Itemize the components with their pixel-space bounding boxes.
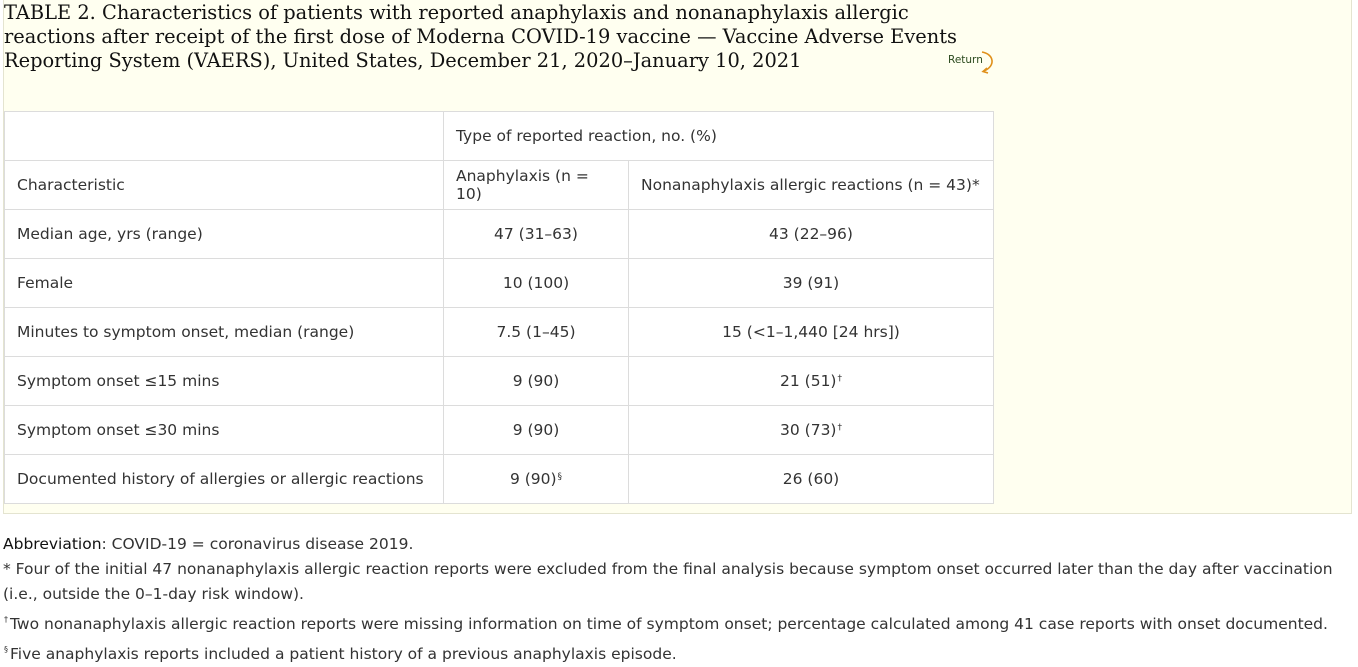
cell-value: 21 (51): [780, 372, 837, 390]
data-table: Type of reported reaction, no. (%) Chara…: [4, 111, 994, 504]
return-link[interactable]: Return: [948, 54, 983, 66]
abbreviation-note: Abbreviation: COVID-19 = coronavirus dis…: [3, 532, 1355, 557]
anaphylaxis-cell: 47 (31–63): [443, 209, 629, 259]
col-nonanaphylaxis: Nonanaphylaxis allergic reactions (n = 4…: [628, 160, 994, 210]
cell-value: 9 (90): [512, 372, 560, 390]
nonanaphylaxis-cell: 21 (51)†: [628, 356, 994, 406]
star-footnote: * Four of the initial 47 nonanaphylaxis …: [3, 560, 1333, 603]
dagger-footnote-mark[interactable]: †: [837, 374, 842, 384]
section-mark: §: [4, 645, 8, 654]
dagger-footnote: † Two nonanaphylaxis allergic reaction re…: [3, 607, 1355, 637]
section-footnote-text: Five anaphylaxis reports included a pati…: [10, 645, 677, 663]
row-label: Female: [4, 258, 444, 308]
nonanaphylaxis-cell: 15 (<1–1,440 [24 hrs]): [628, 307, 994, 357]
cell-value: 30 (73): [780, 421, 837, 439]
dagger-footnote-mark[interactable]: †: [837, 423, 842, 433]
table-row: Minutes to symptom onset, median (range)…: [4, 307, 994, 357]
cell-value: 39 (91): [782, 274, 840, 292]
col-anaphylaxis: Anaphylaxis (n = 10): [443, 160, 629, 210]
header-empty-cell: [4, 111, 444, 161]
row-label: Documented history of allergies or aller…: [4, 454, 444, 504]
cell-value: 9 (90): [509, 470, 557, 488]
row-label: Minutes to symptom onset, median (range): [4, 307, 444, 357]
cell-value: 7.5 (1–45): [496, 323, 576, 341]
row-label: Symptom onset ≤15 mins: [4, 356, 444, 406]
footnotes: Abbreviation: COVID-19 = coronavirus dis…: [3, 532, 1355, 667]
return-arrow-icon[interactable]: [980, 50, 996, 74]
abbreviation-text: : COVID-19 = coronavirus disease 2019.: [101, 535, 414, 553]
table-header-row-2: Characteristic Anaphylaxis (n = 10) Nona…: [4, 160, 994, 210]
anaphylaxis-cell: 9 (90)§: [443, 454, 629, 504]
anaphylaxis-cell: 7.5 (1–45): [443, 307, 629, 357]
cell-value: 9 (90): [512, 421, 560, 439]
cell-value: 15 (<1–1,440 [24 hrs]): [722, 323, 900, 341]
table-row: Female 10 (100) 39 (91): [4, 258, 994, 308]
section-footnote-mark[interactable]: §: [557, 472, 563, 482]
cell-value: 43 (22–96): [769, 225, 853, 243]
cell-value: 47 (31–63): [494, 225, 578, 243]
table-title: TABLE 2. Characteristics of patients wit…: [4, 1, 957, 72]
table-row: Symptom onset ≤15 mins 9 (90) 21 (51)†: [4, 356, 994, 406]
cell-value: 26 (60): [782, 470, 840, 488]
row-label: Symptom onset ≤30 mins: [4, 405, 444, 455]
cell-value: 10 (100): [502, 274, 570, 292]
nonanaphylaxis-cell: 30 (73)†: [628, 405, 994, 455]
nonanaphylaxis-cell: 43 (22–96): [628, 209, 994, 259]
dagger-mark: †: [4, 615, 8, 624]
table-header-row-1: Type of reported reaction, no. (%): [4, 111, 994, 161]
col-characteristic: Characteristic: [4, 160, 444, 210]
section-footnote: § Five anaphylaxis reports included a pat…: [3, 637, 1355, 667]
table-row: Symptom onset ≤30 mins 9 (90) 30 (73)†: [4, 405, 994, 455]
anaphylaxis-cell: 10 (100): [443, 258, 629, 308]
abbreviation-label: Abbreviation: [3, 535, 102, 553]
nonanaphylaxis-cell: 39 (91): [628, 258, 994, 308]
table-row: Documented history of allergies or aller…: [4, 454, 994, 504]
group-header: Type of reported reaction, no. (%): [443, 111, 994, 161]
table-row: Median age, yrs (range) 47 (31–63) 43 (2…: [4, 209, 994, 259]
anaphylaxis-cell: 9 (90): [443, 356, 629, 406]
dagger-footnote-text: Two nonanaphylaxis allergic reaction rep…: [10, 615, 1328, 633]
anaphylaxis-cell: 9 (90): [443, 405, 629, 455]
row-label: Median age, yrs (range): [4, 209, 444, 259]
nonanaphylaxis-cell: 26 (60): [628, 454, 994, 504]
